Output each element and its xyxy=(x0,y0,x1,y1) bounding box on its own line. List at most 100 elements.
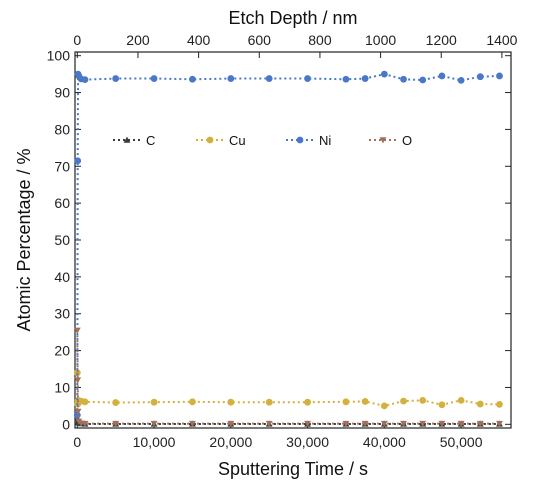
series-line-cu xyxy=(76,372,500,407)
data-point-cu xyxy=(361,398,369,405)
top-tick-label: 0 xyxy=(73,32,81,48)
data-point-cu xyxy=(189,398,196,406)
x-axis-title: Sputtering Time / s xyxy=(218,459,368,479)
data-point-o xyxy=(361,420,369,427)
legend-item-cu: Cu xyxy=(196,133,246,148)
x-tick-label: 50,000 xyxy=(440,434,483,450)
data-point-cu xyxy=(81,398,89,406)
legend-label: O xyxy=(402,133,412,148)
data-point-ni xyxy=(380,70,388,78)
data-point-ni xyxy=(361,75,369,82)
series-layer xyxy=(73,70,503,427)
legend-label: Cu xyxy=(229,133,246,148)
data-point-cu xyxy=(457,396,465,404)
top-tick-label: 600 xyxy=(248,32,272,48)
data-point-o xyxy=(81,420,89,427)
data-point-o xyxy=(73,327,81,334)
data-point-ni xyxy=(476,73,484,81)
y-tick-label: 0 xyxy=(62,416,70,432)
data-point-ni xyxy=(438,72,446,80)
data-point-cu xyxy=(112,399,120,406)
top-tick-label: 200 xyxy=(126,32,150,48)
legend-label: Ni xyxy=(319,133,331,148)
y-axis-title: Atomic Percentage / % xyxy=(14,148,34,331)
series-line-c xyxy=(76,413,500,425)
y-tick-label: 40 xyxy=(54,269,70,285)
data-point-cu xyxy=(265,398,273,406)
data-point-o xyxy=(400,420,407,427)
data-point-cu xyxy=(438,401,446,409)
data-point-o xyxy=(419,420,427,427)
data-point-cu xyxy=(304,398,311,406)
legend-marker xyxy=(123,136,131,143)
top-axis-title: Etch Depth / nm xyxy=(228,8,357,28)
plot-frame xyxy=(74,51,512,429)
y-tick-label: 60 xyxy=(54,195,70,211)
y-tick-label: 50 xyxy=(54,232,70,248)
legend-marker xyxy=(206,136,214,144)
data-point-cu xyxy=(419,396,427,404)
series-line-ni xyxy=(76,73,500,416)
data-point-o xyxy=(74,377,82,384)
top-tick-label: 1000 xyxy=(365,32,396,48)
series-o xyxy=(73,327,503,427)
data-point-cu xyxy=(496,401,503,408)
x-tick-label: 40,000 xyxy=(363,434,406,450)
data-point-ni xyxy=(227,75,235,82)
y-tick-label: 100 xyxy=(47,48,71,64)
y-tick-label: 90 xyxy=(54,85,70,101)
data-point-o xyxy=(380,420,388,427)
legend-marker xyxy=(296,136,304,144)
x-tick-label: 30,000 xyxy=(286,434,329,450)
data-point-o xyxy=(496,420,503,427)
data-point-cu xyxy=(150,398,158,406)
data-point-o xyxy=(74,408,82,415)
data-point-ni xyxy=(189,75,196,83)
data-point-o xyxy=(438,420,446,427)
data-point-cu xyxy=(476,400,484,408)
data-point-o xyxy=(227,420,235,427)
y-tick-label: 30 xyxy=(54,306,70,322)
data-point-cu xyxy=(400,397,407,405)
legend-item-c: C xyxy=(113,133,155,148)
data-point-ni xyxy=(419,76,427,84)
data-point-o xyxy=(112,420,120,427)
data-point-ni xyxy=(457,76,465,84)
series-cu xyxy=(73,369,503,410)
data-point-ni xyxy=(112,75,120,82)
data-point-o xyxy=(150,420,158,427)
data-point-cu xyxy=(73,369,81,377)
legend-marker xyxy=(379,137,387,144)
data-point-ni xyxy=(400,75,407,83)
x-tick-label: 20,000 xyxy=(209,434,252,450)
legend-item-ni: Ni xyxy=(286,133,331,148)
series-line-o xyxy=(76,330,500,425)
data-point-cu xyxy=(227,398,235,406)
top-tick-label: 800 xyxy=(308,32,332,48)
data-point-o xyxy=(304,420,311,427)
data-point-o xyxy=(265,420,273,427)
y-tick-label: 10 xyxy=(54,379,70,395)
data-point-cu xyxy=(342,398,350,406)
y-tick-label: 80 xyxy=(54,121,70,137)
top-tick-label: 1200 xyxy=(426,32,457,48)
legend: C Cu Ni O xyxy=(113,133,412,148)
top-tick-label: 1400 xyxy=(486,32,517,48)
data-point-ni xyxy=(74,157,82,165)
data-point-o xyxy=(476,420,484,427)
top-tick-label: 400 xyxy=(187,32,211,48)
data-point-o xyxy=(457,420,465,427)
data-point-o xyxy=(189,420,196,427)
data-point-ni xyxy=(81,76,89,84)
data-point-cu xyxy=(380,402,388,410)
y-tick-label: 20 xyxy=(54,343,70,359)
legend-item-o: O xyxy=(369,133,412,148)
data-point-o xyxy=(342,420,350,427)
x-tick-label: 10,000 xyxy=(133,434,176,450)
x-tick-label: 0 xyxy=(73,434,81,450)
data-point-ni xyxy=(342,75,350,83)
legend-label: C xyxy=(146,133,155,148)
y-tick-label: 70 xyxy=(54,158,70,174)
